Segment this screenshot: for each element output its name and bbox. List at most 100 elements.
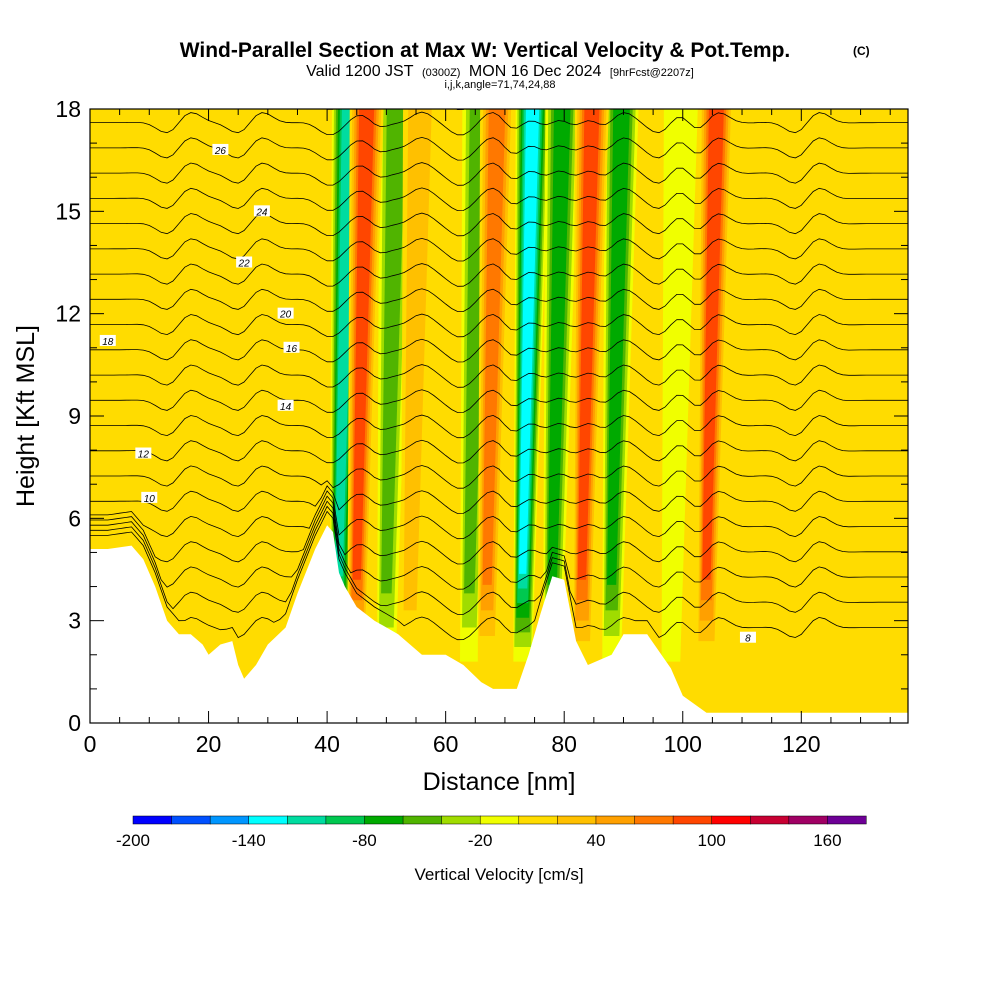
colorbar-tick-label: -80 xyxy=(352,831,377,850)
y-tick-label: 0 xyxy=(68,710,81,736)
contour-label-bg xyxy=(277,399,294,411)
colorbar-tick-label: 160 xyxy=(813,831,841,850)
theta-isoline xyxy=(90,338,908,363)
colorbar-swatch xyxy=(557,815,597,825)
colorbar-swatch xyxy=(788,815,828,825)
colorbar-tick-label: -200 xyxy=(116,831,150,850)
x-tick-label: 120 xyxy=(782,731,820,757)
colorbar-swatch xyxy=(209,815,250,825)
colorbar-swatch xyxy=(441,815,481,825)
theta-isoline xyxy=(90,162,908,186)
colorbar-swatch xyxy=(672,815,713,825)
colorbar-tick-label: 40 xyxy=(586,831,605,850)
colorbar-swatch xyxy=(711,815,751,825)
y-tick-label: 3 xyxy=(68,608,81,634)
colorbar-label: Vertical Velocity [cm/s] xyxy=(414,865,583,884)
contour-label: 26 xyxy=(214,146,227,157)
plot-area: 8 10 12 14 16 18 20 22 24 26 xyxy=(90,109,908,723)
colorbar-swatch xyxy=(364,815,404,825)
y-axis-label: Height [Kft MSL] xyxy=(12,325,40,507)
contour-label: 16 xyxy=(286,344,298,355)
theta-contour-labels: 8 10 12 14 16 18 20 22 24 26 xyxy=(99,143,756,645)
colorbar-swatch xyxy=(634,815,674,825)
contour-label-bg xyxy=(236,256,253,268)
colorbar-tick-label: 100 xyxy=(697,831,725,850)
colorbar-swatch xyxy=(248,815,288,825)
updraft-band xyxy=(240,109,277,662)
colorbar-tick-label: -20 xyxy=(468,831,493,850)
colorbar-swatch xyxy=(518,815,558,825)
downdraft-band xyxy=(547,109,571,585)
downdraft-band xyxy=(607,109,630,585)
contour-label: 20 xyxy=(279,310,292,321)
colorbar-swatch xyxy=(132,815,173,825)
colorbar-tick-label: -140 xyxy=(232,831,266,850)
theta-isoline xyxy=(90,495,908,565)
colorbar-swatch xyxy=(827,815,867,825)
contour-label: 14 xyxy=(280,402,292,413)
title-tag: (C) xyxy=(853,44,870,58)
theta-isoline xyxy=(90,485,908,514)
terrain-mask xyxy=(90,525,908,723)
theta-isoline xyxy=(90,364,908,388)
contour-label: 10 xyxy=(144,494,156,505)
forecast-tag: [9hrFcst@2207z] xyxy=(610,67,694,79)
updraft-band xyxy=(702,109,724,580)
chart-title: Wind-Parallel Section at Max W: Vertical… xyxy=(180,39,791,62)
x-tick-label: 20 xyxy=(196,731,222,757)
colorbar-swatch xyxy=(287,815,327,825)
valid-date: MON 16 Dec 2024 xyxy=(469,63,602,80)
colorbar-swatch xyxy=(402,815,443,825)
theta-isoline xyxy=(90,439,908,464)
theta-isoline xyxy=(90,414,908,439)
x-axis: 0 20 40 60 80 100 120 xyxy=(84,109,891,757)
chart-subtitle: Valid 1200 JST (0300Z) MON 16 Dec 2024 [… xyxy=(306,63,694,80)
x-tick-label: 100 xyxy=(664,731,702,757)
updraft-band xyxy=(169,109,206,662)
theta-isoline xyxy=(90,510,908,641)
contour-label: 22 xyxy=(238,259,251,270)
theta-isoline xyxy=(90,111,908,136)
theta-isoline xyxy=(90,465,908,489)
contour-label-bg xyxy=(253,205,270,217)
y-tick-label: 6 xyxy=(68,505,81,531)
y-tick-label: 9 xyxy=(68,403,81,429)
y-tick-label: 18 xyxy=(55,96,81,122)
y-tick-label: 12 xyxy=(55,301,81,327)
contour-label-bg xyxy=(277,307,294,319)
contour-label: 8 xyxy=(745,634,751,645)
colorbar-swatch xyxy=(595,815,636,825)
theta-isoline xyxy=(90,490,908,540)
y-axis: 0 3 6 9 12 15 18 xyxy=(55,96,908,736)
x-tick-label: 60 xyxy=(433,731,459,757)
x-tick-label: 0 xyxy=(84,731,97,757)
colorbar-swatch xyxy=(750,815,790,825)
contour-label-bg xyxy=(99,334,116,346)
updraft-band xyxy=(352,109,375,580)
updraft-band xyxy=(577,109,600,580)
colorbar-swatch xyxy=(479,815,520,825)
colorbar-swatch xyxy=(325,815,366,825)
section-params: i,j,k,angle=71,74,24,88 xyxy=(444,79,555,91)
colorbar: -200 -140 -80 -20 40 100 160 xyxy=(116,815,867,850)
theta-isoline xyxy=(90,313,908,338)
theta-isoline xyxy=(90,288,908,312)
theta-contours xyxy=(90,109,908,641)
contour-label-bg xyxy=(212,143,229,155)
contour-label-bg xyxy=(739,631,756,643)
contour-label-bg xyxy=(141,491,158,503)
contour-label: 18 xyxy=(102,337,114,348)
theta-isoline xyxy=(90,263,908,287)
updraft-band xyxy=(482,109,506,585)
y-tick-label: 15 xyxy=(55,198,81,224)
contour-label-bg xyxy=(283,341,300,353)
x-axis-label: Distance [nm] xyxy=(423,768,576,796)
updraft-band xyxy=(403,109,432,611)
downdraft-band xyxy=(519,109,540,574)
theta-isoline xyxy=(90,500,908,590)
x-tick-label: 80 xyxy=(551,731,577,757)
contour-label-bg xyxy=(135,447,152,459)
downdraft-band xyxy=(661,109,698,662)
updraft-band xyxy=(797,109,835,662)
